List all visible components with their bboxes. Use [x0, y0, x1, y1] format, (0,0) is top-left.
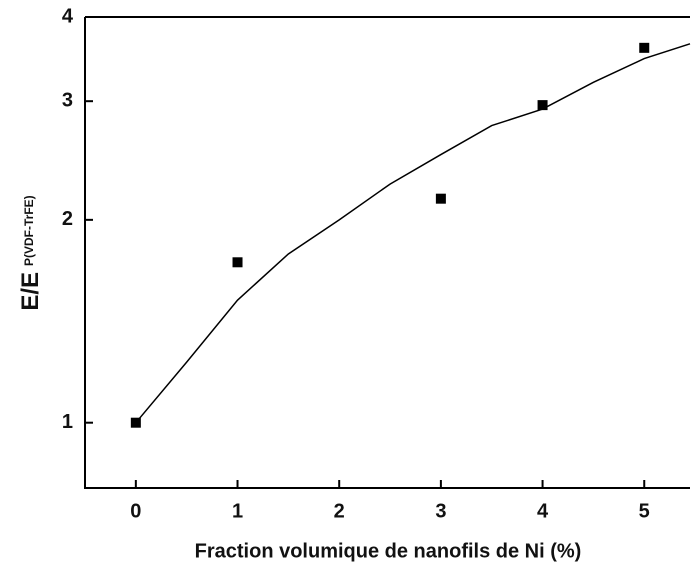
- y-label-main: E/E: [17, 272, 44, 311]
- y-tick-label: 1: [62, 411, 73, 433]
- point: [232, 257, 243, 268]
- frame: [84, 16, 690, 489]
- y-label-sub: P(VDF-TrFE): [22, 195, 36, 266]
- point: [435, 193, 446, 204]
- x-tick-label: 2: [334, 500, 345, 522]
- x-axis-label: Fraction volumique de nanofils de Ni (%): [195, 540, 582, 562]
- y-tick-label: 2: [62, 208, 73, 230]
- x-tick-label: 5: [639, 500, 650, 522]
- x-tick-label: 1: [232, 500, 243, 522]
- x-tick-label: 0: [130, 500, 141, 522]
- y-tick-label: 4: [62, 5, 74, 27]
- point: [639, 42, 650, 53]
- x-tick-label: 3: [435, 500, 446, 522]
- fit-curve: [135, 43, 691, 424]
- point: [537, 100, 548, 111]
- point: [130, 417, 141, 428]
- y-tick-label: 3: [62, 89, 73, 111]
- x-tick-label: 4: [537, 500, 549, 522]
- y-axis-label: E/E P(VDF-TrFE): [17, 195, 44, 310]
